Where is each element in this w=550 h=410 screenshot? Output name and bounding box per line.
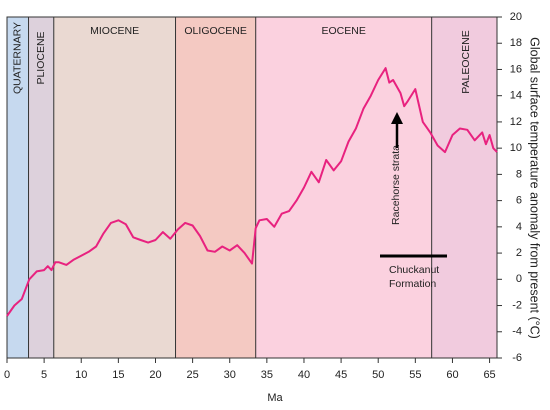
x-tick-label: 10 xyxy=(75,369,87,381)
x-tick-label: 20 xyxy=(149,369,161,381)
temperature-line xyxy=(6,67,498,317)
epoch-band xyxy=(431,17,497,358)
epoch-label: EOCENE xyxy=(322,25,366,37)
epoch-label: PALEOCENE xyxy=(460,30,472,93)
x-tick-label: 60 xyxy=(446,369,458,381)
x-axis-label: Ma xyxy=(267,392,283,404)
y-tick-label: 8 xyxy=(516,168,522,180)
epoch-band xyxy=(255,17,432,358)
epoch-label: OLIGOCENE xyxy=(184,25,246,37)
y-axis-label: Global surface temperature anomaly from … xyxy=(528,37,542,339)
annotation: Formation xyxy=(389,278,436,290)
y-tick-label: 20 xyxy=(510,11,522,23)
annotation: Chuckanut xyxy=(389,264,439,276)
annotation: Racehorse strata xyxy=(390,145,402,225)
y-tick-label: 2 xyxy=(516,247,522,259)
y-tick-label: -6 xyxy=(512,352,522,364)
y-tick-label: 14 xyxy=(510,90,522,102)
epoch-band xyxy=(7,17,29,358)
y-tick-label: 16 xyxy=(510,63,522,75)
y-tick-label: 12 xyxy=(510,116,522,128)
y-tick-label: -4 xyxy=(512,326,522,338)
x-tick-label: 40 xyxy=(298,369,310,381)
epoch-label: MIOCENE xyxy=(90,25,139,37)
epoch-band xyxy=(53,17,176,358)
y-tick-label: 0 xyxy=(516,273,522,285)
y-tick-label: 10 xyxy=(510,142,522,154)
x-tick-label: 0 xyxy=(4,369,10,381)
x-tick-label: 35 xyxy=(261,369,273,381)
epoch-band xyxy=(28,17,54,358)
x-tick-label: 50 xyxy=(372,369,384,381)
x-tick-label: 65 xyxy=(483,369,495,381)
x-tick-label: 45 xyxy=(335,369,347,381)
y-tick-label: 4 xyxy=(516,221,522,233)
epoch-label: QUATERNARY xyxy=(12,22,24,94)
epoch-band xyxy=(175,17,256,358)
x-tick-label: 15 xyxy=(112,369,124,381)
y-tick-label: 18 xyxy=(510,37,522,49)
arrow-head xyxy=(391,112,403,124)
plot-frame xyxy=(6,16,498,359)
x-tick-label: 25 xyxy=(186,369,198,381)
y-tick-label: 6 xyxy=(516,195,522,207)
x-tick-label: 30 xyxy=(224,369,236,381)
y-tick-label: -2 xyxy=(512,299,522,311)
x-tick-label: 5 xyxy=(41,369,47,381)
epoch-label: PLIOCENE xyxy=(35,31,47,84)
x-tick-label: 55 xyxy=(409,369,421,381)
